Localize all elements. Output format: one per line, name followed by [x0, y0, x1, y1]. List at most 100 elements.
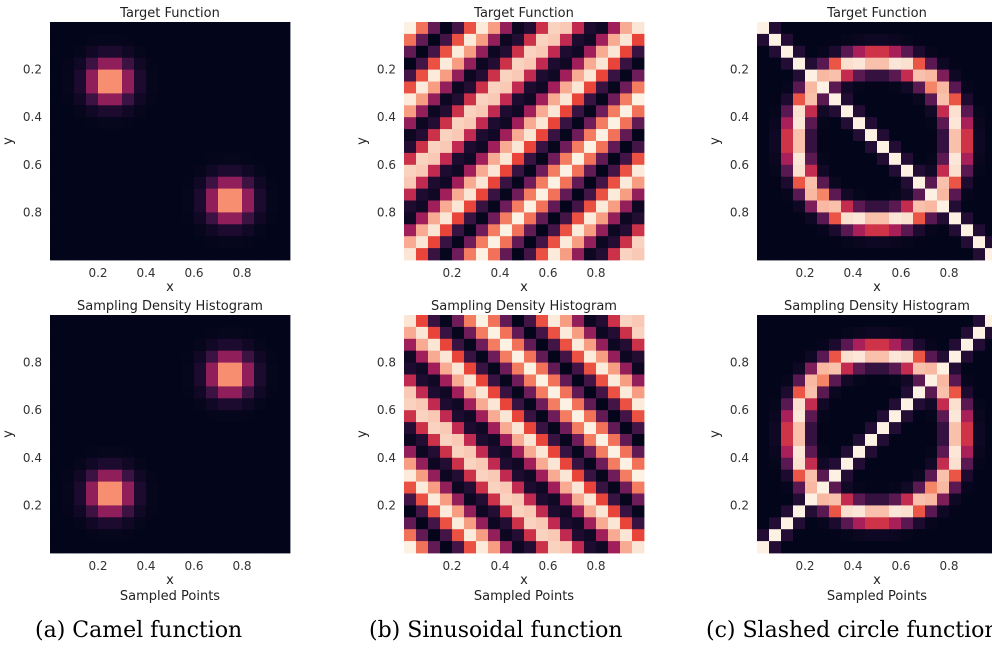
heatmap-cell — [985, 117, 992, 130]
heatmap-cell — [769, 517, 782, 530]
heatmap-cell — [853, 117, 866, 130]
heatmap-cell — [146, 529, 159, 542]
heatmap-cell — [536, 224, 549, 237]
heatmap-cell — [278, 350, 291, 363]
heatmap-cell — [98, 315, 111, 328]
heatmap-cell — [913, 315, 926, 328]
heatmap-cell — [218, 517, 231, 530]
heatmap-cell — [404, 374, 417, 387]
heatmap-cell — [781, 493, 794, 506]
x-tick-label: 0.2 — [88, 266, 107, 280]
heatmap-cell — [548, 541, 561, 554]
heatmap-cell — [608, 457, 621, 471]
heatmap-cell — [608, 33, 621, 47]
heatmap-cell — [889, 410, 902, 423]
heatmap-cell — [62, 176, 75, 189]
heatmap-cell — [925, 422, 938, 435]
heatmap-cell — [488, 374, 501, 387]
heatmap-cell — [596, 434, 609, 447]
heatmap-cell — [404, 212, 417, 225]
heatmap-cell — [925, 326, 938, 340]
heatmap-cell — [488, 200, 501, 213]
heatmap-cell — [86, 117, 99, 130]
heatmap-cell — [793, 117, 806, 130]
heatmap-cell — [278, 224, 291, 237]
heatmap-cell — [937, 493, 950, 506]
heatmap-cell — [416, 188, 429, 201]
heatmap-cell — [50, 338, 63, 352]
heatmap-cell — [134, 529, 147, 542]
heatmap-cell — [961, 224, 974, 237]
heatmap-cell — [937, 469, 950, 482]
heatmap-cell — [853, 176, 866, 189]
heatmap-cell — [62, 212, 75, 225]
heatmap-cell — [206, 481, 219, 494]
heatmap-cell — [158, 33, 171, 47]
heatmap-cell — [158, 410, 171, 423]
x-tick-label: 0.8 — [939, 559, 958, 573]
heatmap-cell — [158, 469, 171, 482]
heatmap-cell — [254, 541, 267, 554]
heatmap-cell — [596, 445, 609, 459]
heatmap-cell — [230, 469, 243, 482]
heatmap-cell — [134, 386, 147, 399]
heatmap-cell — [584, 326, 597, 340]
heatmap-cell — [146, 22, 159, 35]
heatmap-cell — [218, 434, 231, 447]
heatmap-cell — [793, 164, 806, 178]
heatmap-cell — [584, 493, 597, 506]
heatmap-cell — [901, 152, 914, 166]
heatmap-cell — [781, 176, 794, 189]
heatmap-cell — [949, 176, 962, 189]
heatmap-cell — [134, 434, 147, 447]
heatmap-cell — [973, 350, 986, 363]
heatmap-cell — [74, 22, 87, 35]
heatmap-cell — [632, 33, 645, 47]
heatmap-cell — [536, 541, 549, 554]
heatmap-cell — [817, 117, 830, 130]
heatmap-cell — [925, 362, 938, 375]
heatmap-cell — [476, 445, 489, 459]
heatmap-cell — [182, 176, 195, 189]
heatmap-cell — [865, 445, 878, 459]
heatmap-cell — [781, 200, 794, 213]
heatmap-cell — [937, 386, 950, 399]
heatmap-cell — [853, 434, 866, 447]
heatmap-cell — [122, 362, 135, 375]
heatmap-cell — [829, 236, 842, 249]
heatmap-cell — [452, 517, 465, 530]
heatmap-cell — [86, 236, 99, 249]
heatmap-cell — [781, 410, 794, 423]
heatmap-cell — [230, 200, 243, 213]
heatmap-cell — [865, 236, 878, 249]
heatmap-cell — [488, 350, 501, 363]
heatmap-cell — [206, 457, 219, 471]
heatmap-cell — [584, 22, 597, 35]
heatmap-cell — [488, 224, 501, 237]
heatmap-cell — [865, 315, 878, 328]
heatmap-cell — [584, 386, 597, 399]
heatmap-cell — [146, 117, 159, 130]
heatmap-cell — [98, 188, 111, 201]
heatmap-cell — [122, 224, 135, 237]
heatmap-cell — [476, 57, 489, 70]
heatmap-cell — [608, 141, 621, 154]
heatmap-cell — [182, 398, 195, 411]
heatmap-cell — [122, 236, 135, 249]
heatmap-cell — [416, 315, 429, 328]
heatmap-cell — [50, 410, 63, 423]
heatmap-cell — [548, 493, 561, 506]
heatmap-cell — [596, 315, 609, 328]
heatmap-cell — [194, 362, 207, 375]
heatmap-cell — [620, 105, 633, 118]
heatmap-cell — [889, 117, 902, 130]
heatmap-cell — [158, 81, 171, 94]
heatmap-cell — [428, 410, 441, 423]
heatmap-cell — [937, 445, 950, 459]
heatmap-cell — [230, 481, 243, 494]
heatmap-cell — [757, 224, 770, 237]
heatmap-cell — [536, 386, 549, 399]
y-tick-label: 0.4 — [23, 451, 42, 465]
heatmap-cell — [122, 141, 135, 154]
heatmap-cell — [416, 224, 429, 237]
